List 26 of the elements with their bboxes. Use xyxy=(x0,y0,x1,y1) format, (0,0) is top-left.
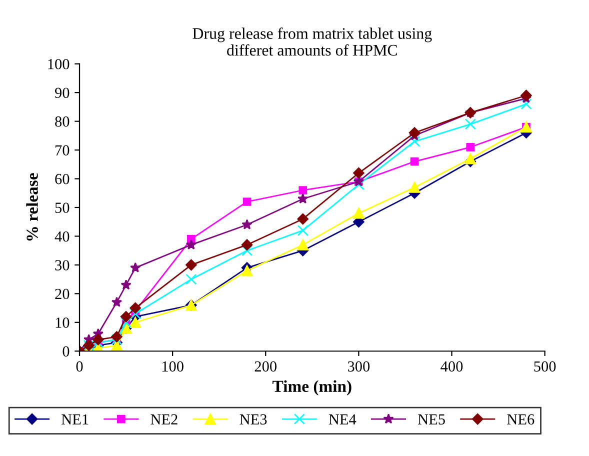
y-tick-label: 90 xyxy=(55,88,70,98)
y-tick-label: 50 xyxy=(55,202,70,213)
y-tick-label: 70 xyxy=(56,145,70,156)
legend-label: NE6 xyxy=(507,414,534,425)
x-tick-label: 200 xyxy=(254,361,277,372)
y-tick-label: 0 xyxy=(62,346,70,357)
y-tick-label: 20 xyxy=(55,288,70,300)
y-tick-label: 80 xyxy=(55,116,70,127)
x-tick-label: 0 xyxy=(76,361,83,372)
y-tick-label: 100 xyxy=(48,58,70,70)
legend-label: NE1 xyxy=(62,414,88,424)
x-tick-label: 400 xyxy=(440,361,463,372)
y-axis-title: % release xyxy=(26,173,38,241)
legend-label: NE4 xyxy=(328,414,356,424)
legend-label: NE2 xyxy=(150,414,178,424)
y-tick-label: 30 xyxy=(55,260,70,270)
x-tick-label: 300 xyxy=(348,361,370,372)
y-tick-label: 60 xyxy=(55,174,70,184)
x-axis-title: Time (min) xyxy=(272,380,352,396)
y-tick-label: 40 xyxy=(54,231,70,242)
x-tick-label: 100 xyxy=(162,361,184,372)
legend-label: NE5 xyxy=(418,414,445,425)
legend-label: NE3 xyxy=(240,414,267,425)
y-tick-label: 10 xyxy=(56,318,70,328)
chart-title: Drug release from matrix tablet using differet amounts of HPMC xyxy=(192,28,432,56)
x-tick-label: 500 xyxy=(534,361,556,372)
